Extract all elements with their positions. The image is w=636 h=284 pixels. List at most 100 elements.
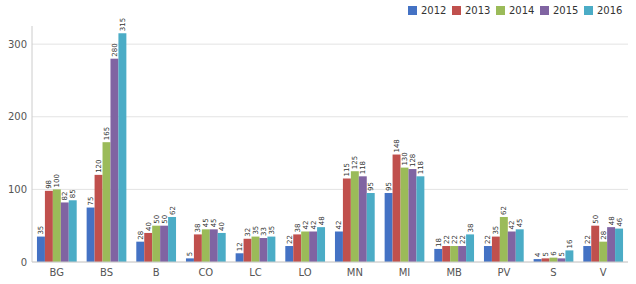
data-label: 22	[459, 235, 467, 244]
bar	[607, 227, 615, 262]
bar	[393, 155, 401, 262]
data-label: 4	[534, 252, 542, 257]
data-label: 315	[119, 18, 127, 31]
bar	[136, 242, 144, 262]
bar	[309, 232, 317, 262]
x-tick-label: BS	[100, 267, 113, 278]
data-label: 45	[202, 218, 210, 227]
data-label: 50	[153, 215, 161, 224]
bar	[484, 246, 492, 262]
data-label: 130	[401, 152, 409, 165]
bar	[550, 258, 558, 262]
x-tick-label: LC	[249, 267, 262, 278]
bar	[160, 226, 168, 262]
bar	[186, 258, 194, 262]
bar	[583, 246, 591, 262]
data-label: 5	[186, 252, 194, 256]
data-label: 35	[492, 226, 500, 235]
data-label: 38	[294, 223, 302, 232]
data-label: 28	[137, 231, 145, 240]
x-tick-label: S	[550, 267, 556, 278]
x-tick-label: PV	[497, 267, 510, 278]
bar	[259, 238, 267, 262]
legend-swatch	[540, 6, 549, 15]
data-label: 40	[218, 222, 226, 231]
bar	[103, 142, 111, 262]
x-axis-line	[32, 262, 628, 263]
bar	[267, 237, 275, 262]
data-label: 46	[616, 217, 624, 226]
bar	[210, 229, 218, 262]
x-tick-label: LO	[299, 267, 312, 278]
data-label: 50	[161, 215, 169, 224]
data-label: 125	[351, 156, 359, 169]
legend-swatch	[584, 6, 593, 15]
bar	[416, 176, 424, 262]
x-tick-label: MN	[347, 267, 363, 278]
y-tick-label: 0	[21, 257, 27, 268]
data-label: 22	[484, 235, 492, 244]
bar	[236, 253, 244, 262]
bar	[500, 217, 508, 262]
data-label: 45	[210, 218, 218, 227]
data-label: 75	[87, 197, 95, 206]
data-label: 42	[335, 221, 343, 230]
x-tick-label: V	[600, 267, 607, 278]
data-labels: 3575285122242951822422981204038323811514…	[37, 18, 623, 257]
legend-label: 2016	[597, 5, 622, 16]
data-label: 48	[608, 216, 616, 225]
bar	[542, 258, 550, 262]
bar	[45, 191, 53, 262]
data-label: 98	[45, 180, 53, 189]
data-label: 42	[508, 221, 516, 230]
bar	[450, 246, 458, 262]
bar	[293, 234, 301, 262]
bar	[565, 250, 573, 262]
x-tick-label: MI	[399, 267, 411, 278]
x-tick-label: BG	[50, 267, 64, 278]
bar	[359, 176, 367, 262]
legend-swatch	[452, 6, 461, 15]
data-label: 95	[367, 182, 375, 191]
data-label: 38	[467, 223, 475, 232]
chart: 0100200300357528512224295182242298120403…	[0, 0, 636, 284]
data-label: 22	[286, 235, 294, 244]
bar	[343, 178, 351, 262]
x-tick-label: CO	[198, 267, 213, 278]
bar	[95, 175, 103, 262]
data-label: 50	[592, 215, 600, 224]
data-label: 16	[566, 239, 574, 248]
data-label: 115	[343, 163, 351, 176]
data-label: 22	[451, 235, 459, 244]
data-label: 85	[69, 189, 77, 198]
legend-label: 2012	[421, 5, 446, 16]
bar	[202, 229, 210, 262]
legend-label: 2015	[553, 5, 578, 16]
data-label: 6	[550, 251, 558, 256]
bar	[367, 193, 375, 262]
legend-label: 2013	[465, 5, 490, 16]
legend-label: 2014	[509, 5, 534, 16]
data-label: 118	[359, 161, 367, 174]
data-label: 48	[318, 216, 326, 225]
data-label: 280	[111, 43, 119, 56]
bar	[144, 233, 152, 262]
bar	[218, 233, 226, 262]
data-label: 5	[542, 252, 550, 256]
data-label: 118	[417, 161, 425, 174]
bar	[434, 249, 442, 262]
data-label: 165	[103, 127, 111, 140]
bar	[385, 193, 393, 262]
bar	[61, 202, 69, 262]
bar	[53, 189, 61, 262]
data-label: 12	[236, 242, 244, 251]
data-label: 42	[310, 221, 318, 230]
data-label: 45	[516, 218, 524, 227]
bars	[37, 33, 623, 262]
bar	[285, 246, 293, 262]
bar	[110, 59, 118, 262]
bar	[87, 208, 95, 262]
bar	[168, 217, 176, 262]
bar	[118, 33, 126, 262]
bar	[557, 258, 565, 262]
